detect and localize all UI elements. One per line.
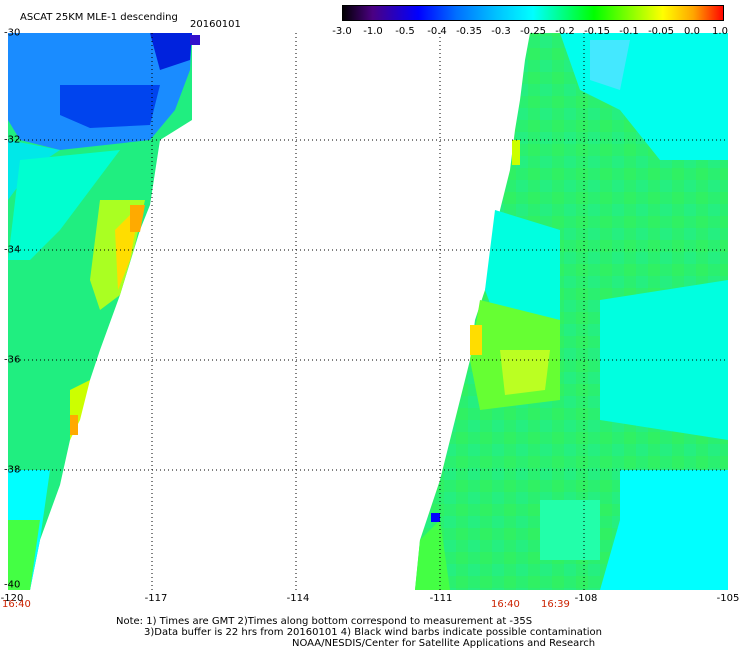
lon-label: -120 [0, 593, 24, 604]
colorbar-gradient [342, 5, 724, 21]
note-line-3: NOAA/NESDIS/Center for Satellite Applica… [292, 638, 596, 649]
colorbar-tick: -3.0 [332, 26, 352, 37]
time-label-mid1: 16:40 [491, 599, 520, 610]
lon-label: -105 [716, 593, 740, 604]
colorbar-tick: -0.5 [395, 26, 415, 37]
lat-label: -32 [4, 134, 21, 146]
note-line-1: Note: 1) Times are GMT 2)Times along bot… [116, 616, 533, 627]
lon-label: -114 [286, 593, 310, 604]
colorbar [342, 5, 724, 21]
time-label-left: 16:40 [2, 599, 31, 610]
colorbar-tick: -0.3 [491, 26, 511, 37]
colorbar-tick: -1.0 [363, 26, 383, 37]
colorbar-tick: 1.0 [712, 26, 728, 37]
colorbar-tick: -0.05 [648, 26, 674, 37]
lat-label: -36 [4, 354, 21, 366]
colorbar-tick: -0.2 [555, 26, 575, 37]
note-line-2: 3)Data buffer is 22 hrs from 20160101 4)… [144, 627, 602, 638]
graticule [8, 33, 728, 590]
lat-label: -40 [4, 579, 21, 591]
colorbar-tick: 0.0 [684, 26, 700, 37]
date-label: 20160101 [190, 19, 241, 30]
colorbar-tick: -0.25 [520, 26, 546, 37]
lon-label: -111 [429, 593, 453, 604]
colorbar-tick: -0.35 [456, 26, 482, 37]
colorbar-tick: -0.15 [584, 26, 610, 37]
time-label-mid2: 16:39 [541, 599, 570, 610]
left-swath [8, 33, 200, 590]
lat-label: -30 [4, 27, 21, 39]
lon-label: -108 [574, 593, 598, 604]
colorbar-tick: -0.1 [619, 26, 639, 37]
lat-label: -34 [4, 244, 21, 256]
colorbar-tick: -0.4 [427, 26, 447, 37]
chart-title: ASCAT 25KM MLE-1 descending [20, 12, 178, 23]
lon-label: -117 [144, 593, 168, 604]
right-swath [415, 33, 728, 590]
lat-label: -38 [4, 464, 21, 476]
